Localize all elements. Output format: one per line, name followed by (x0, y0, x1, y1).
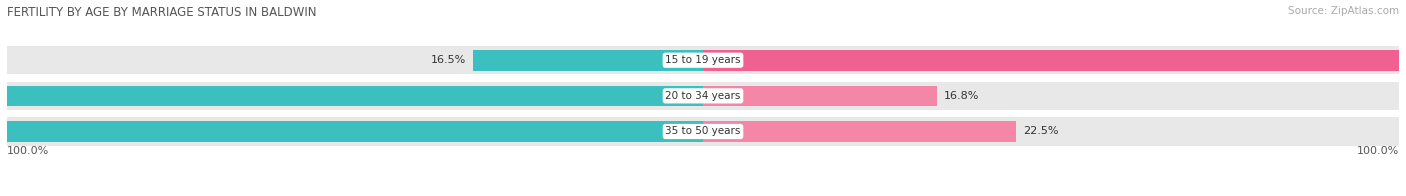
Text: 16.5%: 16.5% (432, 55, 467, 65)
Text: 15 to 19 years: 15 to 19 years (665, 55, 741, 65)
Text: 20 to 34 years: 20 to 34 years (665, 91, 741, 101)
Bar (703, 85, 936, 106)
Text: FERTILITY BY AGE BY MARRIAGE STATUS IN BALDWIN: FERTILITY BY AGE BY MARRIAGE STATUS IN B… (7, 6, 316, 19)
Bar (703, 121, 1017, 142)
Bar (7, 117, 1399, 146)
Text: 100.0%: 100.0% (7, 146, 49, 156)
Text: 16.8%: 16.8% (943, 91, 979, 101)
Text: 100.0%: 100.0% (1357, 146, 1399, 156)
Bar (703, 50, 1406, 71)
Text: Source: ZipAtlas.com: Source: ZipAtlas.com (1288, 6, 1399, 16)
Bar (0, 85, 703, 106)
Text: 35 to 50 years: 35 to 50 years (665, 126, 741, 136)
Bar (0, 121, 703, 142)
Bar (7, 46, 1399, 74)
Bar (474, 50, 703, 71)
Bar (7, 82, 1399, 110)
Text: 22.5%: 22.5% (1024, 126, 1059, 136)
